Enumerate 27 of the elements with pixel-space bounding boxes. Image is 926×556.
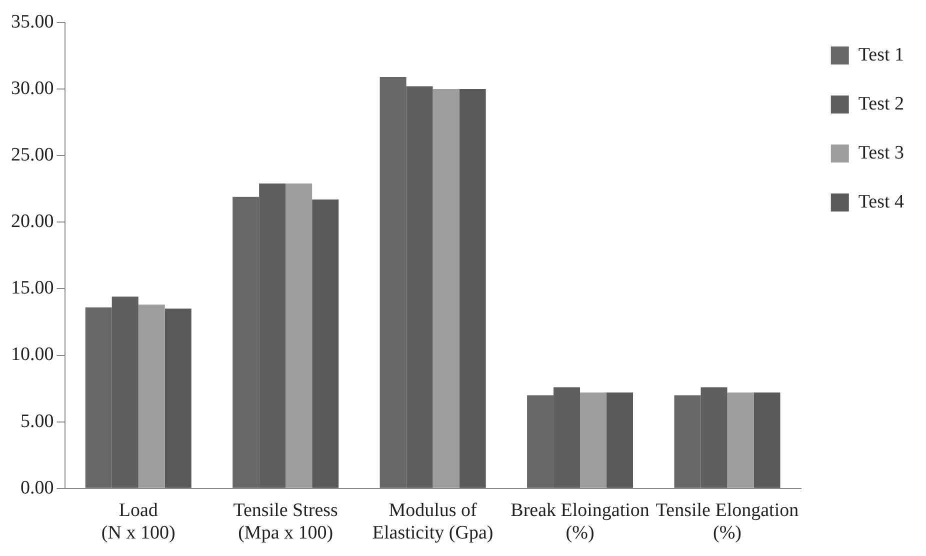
legend-label: Test 1 [858,44,904,66]
bar [754,392,780,488]
x-tick-label: Break Eloingation (%) [510,500,650,544]
x-tick-label: Modulus of Elasticity (Gpa) [372,500,494,544]
x-tick-label: Load (N x 100) [101,500,176,544]
y-tick-label: 35.00 [11,11,54,32]
legend-label: Test 3 [858,142,904,164]
y-tick-label: 10.00 [11,344,54,366]
bar [580,392,607,488]
y-tick-label: 30.00 [11,78,54,99]
bar [606,392,634,488]
bar [459,88,486,488]
y-tick-label: 20.00 [11,211,54,232]
x-tick-label: Tensile Elongation (%) [656,500,800,544]
bar [727,392,754,488]
bar [138,304,165,488]
legend-label: Test 2 [858,93,904,114]
y-tick-label: 25.00 [11,144,54,166]
legend-label: Test 4 [858,191,904,212]
x-tick-label: Tensile Stress (Mpa x 100) [233,500,338,544]
bar [312,199,339,488]
y-tick-label: 15.00 [11,278,54,299]
y-tick-label: 5.00 [20,410,54,432]
bar [432,88,460,488]
bar [164,308,192,488]
y-tick-label: 0.00 [20,477,54,498]
bar [286,184,312,488]
